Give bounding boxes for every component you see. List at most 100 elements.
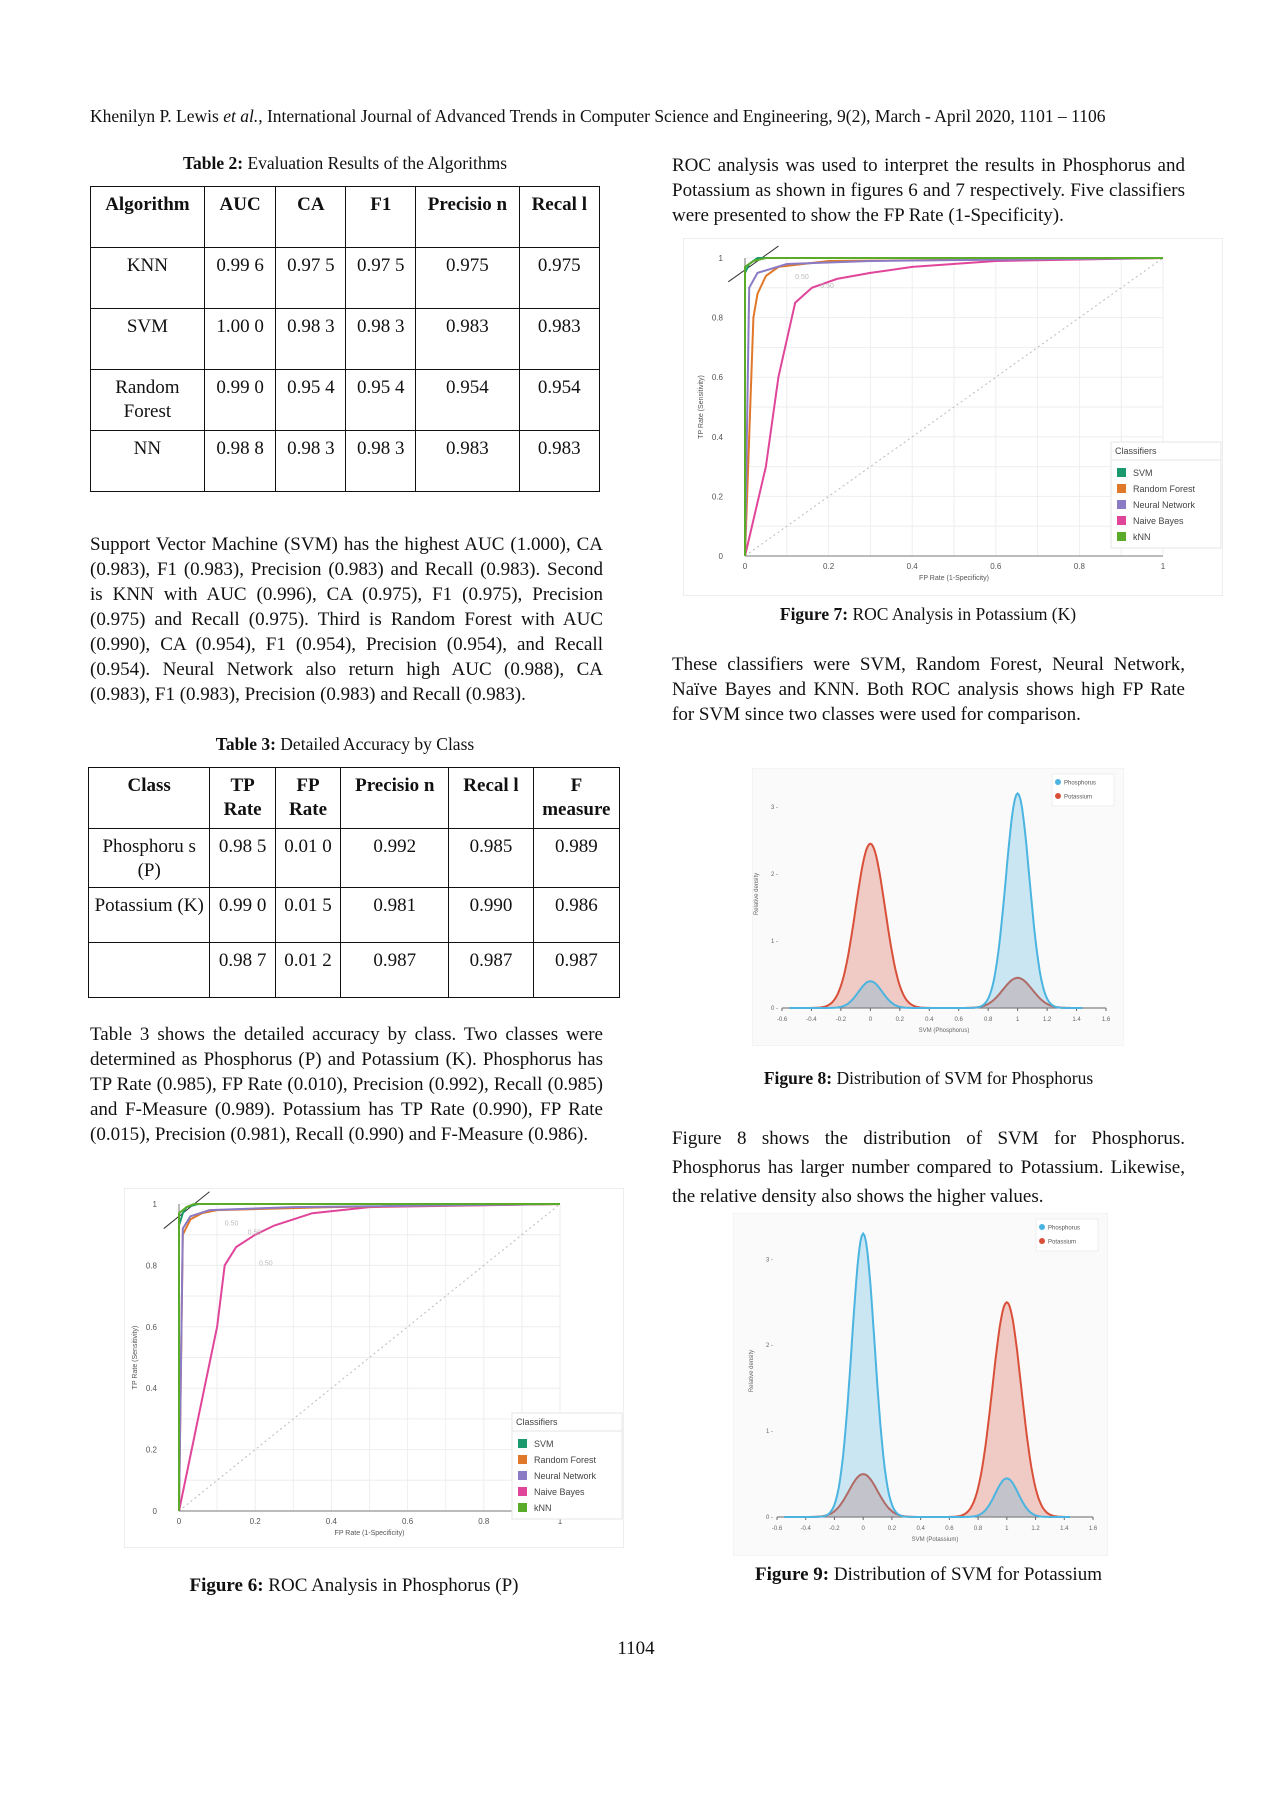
density-area [784,1302,1070,1517]
table3-header-cell: Recal l [448,767,534,829]
table3-cell: Potassium (K) [87,887,211,943]
table2-header-cell: Precisio n [415,186,520,248]
table2-cell: 0.98 3 [345,308,417,370]
legend-label: Potassium [1048,1240,1076,1246]
legend-label: Phosphorus [1048,1226,1080,1232]
page-number: 1104 [617,1638,655,1659]
table3-cell: 0.985 [448,828,534,888]
y-tick-label: 1 - [766,1429,773,1435]
legend-box [1051,773,1115,807]
roc-series-line [178,1203,561,1512]
header-authors: Khenilyn P. Lewis [90,106,224,126]
figure8-caption-label: Figure 8: [763,1068,833,1088]
legend-box [511,1412,623,1520]
table-row: SVM 1.00 0 0.98 3 0.98 3 0.983 0.983 [90,308,601,370]
table3-cell: 0.989 [532,828,621,888]
paragraph-table3-discussion: Table 3 shows the detailed accuracy by c… [90,1024,603,1145]
y-tick-label: 0.4 [712,433,724,442]
x-tick-label: 0.6 [955,1017,964,1023]
x-tick-label: 0.4 [916,1526,925,1532]
figure6-caption-text: ROC Analysis in Phosphorus (P) [263,1575,519,1596]
table3-cell: 0.990 [448,887,534,943]
x-tick-label: 0.8 [1074,562,1086,571]
table-row: Phosphoru s (P) 0.98 5 0.01 0 0.992 0.985 0.9… [87,828,621,888]
table3-cell [87,942,211,998]
table-row: 0.98 7 0.01 2 0.987 0.987 0.987 [87,942,621,998]
table2: Algorithm AUC CA F1 Precisio n Recal l KNN 0.99… [90,186,601,492]
y-axis-label: TP Rate (Sensitivity) [698,375,705,439]
chance-diagonal [178,1203,561,1512]
legend-title: Classifiers [516,1417,558,1427]
legend-box [1110,441,1222,549]
table2-cell: 0.954 [518,369,601,431]
iso-performance-line [727,245,779,283]
x-tick-label: 0.6 [402,1517,414,1526]
x-tick-label: 0.6 [945,1526,954,1532]
legend-swatch [1117,500,1126,509]
table2-cell: SVM [90,308,205,370]
legend-label: Phosphorus [1064,781,1096,787]
legend-label: kNN [534,1503,552,1513]
y-tick-label: 0 [719,552,724,561]
density-line [789,791,1083,1009]
table2-cell: 0.99 6 [203,247,277,309]
x-tick-label: 1.4 [1072,1017,1081,1023]
paragraph-fig8-discussion: Figure 8 shows the distribution of SVM f… [672,1128,1185,1207]
table3-header-cell: Class [87,767,211,829]
y-tick-label: 3 - [771,805,778,811]
table3-cell: 0.01 5 [274,887,342,943]
paragraph-roc-analysis: ROC analysis was used to interpret the r… [672,155,1185,226]
legend-swatch [518,1503,527,1512]
table3-caption-text: Detailed Accuracy by Class [275,734,475,754]
density-line [784,1231,1070,1518]
x-tick-label: 1 [1005,1526,1009,1532]
legend-label: Random Forest [1133,484,1196,494]
x-tick-label: 1.6 [1089,1526,1098,1532]
table2-cell: 0.98 3 [275,430,347,492]
roc-series-line [178,1203,561,1512]
chance-diagonal [744,257,1164,557]
table3-header-cell: Precisio n [340,767,450,829]
x-tick-label: 0.6 [990,562,1002,571]
x-axis-label: FP Rate (1-Specificity) [919,575,989,582]
legend-swatch [518,1439,527,1448]
x-tick-label: -0.4 [806,1017,817,1023]
x-tick-label: 1.2 [1031,1526,1040,1532]
x-tick-label: 0.8 [478,1517,490,1526]
table2-cell: 0.98 3 [345,430,417,492]
figure6-caption-label: Figure 6: [189,1575,264,1596]
chart-frame [733,1213,1108,1556]
table2-header-cell: Recal l [518,186,601,248]
x-tick-label: 0.8 [984,1017,993,1023]
figure8-density-chart: -0.6 -0.4 -0.2 0 0.2 0.4 0.6 0.8 1 1.2 1.4 1.6 0 - 1 … [752,768,1124,1046]
legend-title: Classifiers [1115,446,1157,456]
x-axis-label: SVM (Potassium) [912,1537,959,1543]
table2-cell: KNN [90,247,205,309]
table2-cell: 0.983 [415,308,520,370]
table3-caption-label: Table 3: [215,734,276,754]
table-row: KNN 0.99 6 0.97 5 0.97 5 0.975 0.975 [90,247,601,309]
legend-swatch [518,1471,527,1480]
y-tick-label: 2 - [771,872,778,878]
y-tick-label: 2 - [766,1343,773,1349]
figure9-caption: Figure 9: Distribution of SVM for Potass… [672,1564,1185,1586]
table3-cell: 0.987 [448,942,534,998]
y-tick-label: 0.8 [146,1261,158,1270]
legend-swatch [1117,516,1126,525]
legend-label: Naive Bayes [534,1487,585,1497]
table2-cell: Random Forest [90,369,205,431]
figure9-caption-label: Figure 9: [755,1564,830,1585]
x-tick-label: -0.2 [836,1017,847,1023]
roc-point-label: 0.50 [259,1260,273,1267]
paragraph-classifiers: These classifiers were SVM, Random Fores… [672,654,1185,725]
x-tick-label: 0.2 [823,562,835,571]
figure8-caption: Figure 8: Distribution of SVM for Phosph… [672,1068,1185,1089]
x-tick-label: 0.4 [925,1017,934,1023]
figure9-caption-text: Distribution of SVM for Potassium [829,1564,1102,1585]
table2-cell: 0.983 [518,308,601,370]
y-tick-label: 0.8 [712,314,724,323]
header-journal: International Journal of Advanced Trends… [262,106,1106,126]
table3-header-cell: FP Rate [274,767,342,829]
legend-swatch [1117,532,1126,541]
table2-cell: 0.98 3 [275,308,347,370]
